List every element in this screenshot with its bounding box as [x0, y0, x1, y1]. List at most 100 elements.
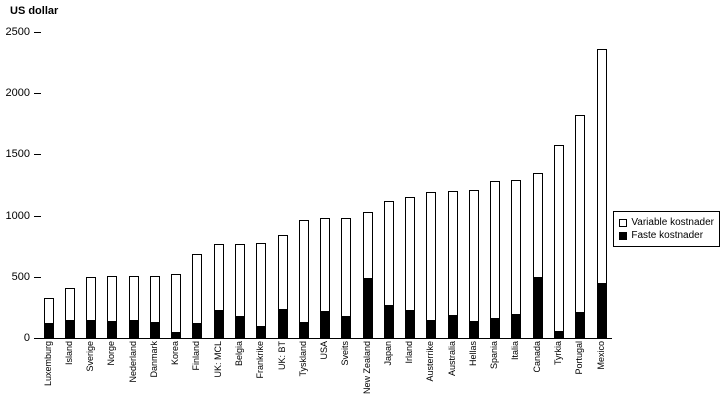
x-axis-label: New Zealand [361, 341, 372, 395]
stacked-bar [447, 191, 458, 338]
x-axis-label: Canada [531, 341, 542, 373]
stacked-bar [575, 115, 586, 338]
bar-slot: Mexico [591, 32, 612, 370]
fixed-cost-segment [321, 311, 330, 337]
bar-slot: Korea [166, 32, 187, 365]
bar-slot: New Zealand [357, 32, 378, 394]
stacked-bar [341, 218, 352, 338]
fixed-cost-segment [448, 315, 457, 337]
y-axis-title: US dollar [10, 5, 59, 17]
fixed-cost-segment [44, 323, 53, 337]
x-axis-label: Island [63, 341, 74, 366]
bar-slot: Sveits [336, 32, 357, 366]
x-axis-label: Frankrike [255, 341, 266, 379]
fixed-cost-segment [406, 310, 415, 337]
bar-slot: Italia [506, 32, 527, 360]
fixed-cost-segment [576, 312, 585, 337]
fixed-cost-segment [257, 326, 266, 337]
fixed-cost-segment [512, 314, 521, 337]
stacked-bar [192, 254, 203, 338]
stacked-bar [149, 276, 160, 338]
stacked-bar [426, 192, 437, 338]
fixed-cost-segment [299, 322, 308, 337]
fixed-cost-segment [384, 305, 393, 337]
stacked-bar [43, 298, 54, 338]
stacked-bar [383, 201, 394, 338]
bar-slot: Luxemburg [38, 32, 59, 386]
stacked-bar [532, 173, 543, 338]
fixed-cost-segment [214, 310, 223, 337]
fixed-cost-segment [172, 332, 181, 337]
x-axis-label: UK: MCL [212, 341, 223, 378]
y-tick-label: 2500 [5, 26, 30, 38]
y-tick-mark [34, 338, 41, 339]
x-axis-label: Sveits [340, 341, 351, 366]
bar-slot: UK: BT [272, 32, 293, 370]
stacked-bar [235, 244, 246, 338]
y-tick-label: 2000 [5, 87, 30, 99]
bar-slot: Hellas [463, 32, 484, 366]
legend: Variable kostnader Faste kostnader [613, 211, 720, 247]
stacked-bar [277, 235, 288, 338]
stacked-bar [362, 212, 373, 338]
y-tick-mark [34, 277, 41, 278]
legend-item-fixed: Faste kostnader [619, 230, 714, 241]
x-axis-label: Finland [191, 341, 202, 371]
fixed-cost-segment [236, 316, 245, 337]
stacked-bar [405, 197, 416, 338]
fixed-cost-segment [65, 320, 74, 337]
y-tick-label: 0 [23, 332, 30, 344]
bar-slot: Nederland [123, 32, 144, 383]
fixed-cost-segment [129, 320, 138, 337]
stacked-bar [298, 220, 309, 338]
stacked-bar [554, 145, 564, 338]
y-tick-mark [34, 32, 41, 33]
stacked-bar [511, 180, 522, 338]
x-axis-label: Korea [170, 341, 181, 366]
fixed-cost-segment [278, 309, 287, 337]
x-axis-label: Luxemburg [42, 341, 53, 387]
fixed-cost-segment [555, 331, 563, 337]
stacked-bar [64, 288, 75, 338]
stacked-bar [128, 276, 139, 338]
stacked-bar [107, 276, 118, 338]
bar-slot: Norge [102, 32, 123, 366]
bar-slot: Tyskland [293, 32, 314, 377]
stacked-bar [320, 218, 331, 338]
x-axis-label: Tyskland [297, 341, 308, 377]
x-axis-label: Spania [489, 341, 500, 370]
y-tick-label: 500 [11, 271, 30, 283]
bar-slot: Portugal [570, 32, 591, 375]
x-axis-label: Mexico [595, 341, 606, 370]
stacked-bar [468, 190, 479, 338]
stacked-bar [171, 274, 182, 338]
stacked-bar [86, 277, 97, 338]
y-tick-mark [34, 216, 41, 217]
bar-slot: Island [59, 32, 80, 365]
fixed-cost-segment [150, 322, 159, 337]
x-axis-label: Norge [106, 341, 117, 366]
fixed-cost-segment [363, 278, 372, 337]
x-axis-label: Australia [446, 341, 457, 377]
y-tick-mark [34, 154, 41, 155]
x-axis-label: Nederland [127, 341, 138, 383]
bar-slot: Japan [378, 32, 399, 366]
stacked-bar [490, 181, 501, 338]
fixed-cost-segment [108, 321, 117, 337]
fixed-cost-segment [427, 320, 436, 337]
bar-slot: Finland [187, 32, 208, 371]
stacked-bar [213, 244, 224, 338]
x-axis-label: Italia [510, 341, 521, 361]
fixed-cost-segment [87, 320, 96, 337]
x-axis-label: USA [319, 341, 330, 360]
bar-slot: Canada [527, 32, 548, 373]
y-tick-label: 1000 [5, 210, 30, 222]
fixed-cost-segment [342, 316, 351, 337]
x-axis-label: Belgia [234, 341, 245, 367]
x-axis-label: Irland [404, 341, 415, 364]
bar-slot: Sverige [81, 32, 102, 372]
bar-slot: Belgia [229, 32, 250, 366]
fixed-cost-swatch-icon [619, 231, 628, 240]
bar-slot: Frankrike [251, 32, 272, 379]
